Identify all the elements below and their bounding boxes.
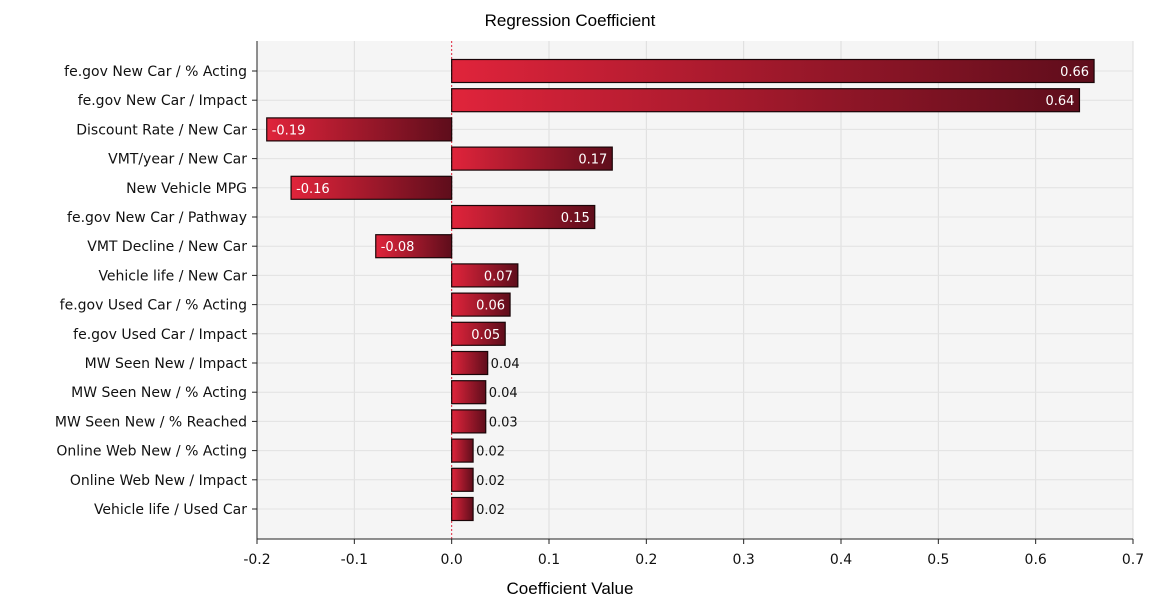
value-label: -0.08 [381, 240, 415, 255]
bar [451, 292, 511, 317]
value-label: 0.64 [1046, 94, 1075, 109]
bar [266, 117, 453, 142]
x-tick-label: 0.1 [538, 552, 560, 568]
value-labels: 0.66 0.64 -0.19 0.17 -0.16 0.15 -0.08 0.07 0.06 0… [272, 65, 1089, 518]
x-tick-label: -0.2 [243, 552, 270, 568]
chart-title: Regression Coefficient [485, 11, 656, 30]
bar [451, 204, 596, 230]
category-label: VMT Decline / New Car [87, 239, 247, 255]
category-label: MW Seen New / % Acting [71, 385, 247, 401]
category-label: fe.gov Used Car / Impact [73, 327, 247, 343]
bar [451, 321, 506, 346]
x-tick-label: -0.1 [341, 552, 368, 568]
x-tick-label: 0.3 [733, 552, 755, 568]
category-label: fe.gov New Car / % Acting [64, 64, 247, 80]
x-tick-labels: -0.2 -0.1 0.0 0.1 0.2 0.3 0.4 0.5 0.6 0.7 [243, 552, 1144, 568]
value-label: 0.02 [476, 503, 505, 518]
category-label: Online Web New / % Acting [56, 444, 247, 460]
value-label: 0.06 [476, 299, 505, 314]
value-label: 0.05 [471, 328, 500, 343]
value-label: 0.04 [489, 386, 518, 401]
x-tick-label: 0.4 [830, 552, 852, 568]
bar [451, 146, 613, 171]
value-label: 0.17 [578, 153, 607, 168]
x-tick-label: 0.2 [635, 552, 657, 568]
bar [451, 58, 1095, 84]
x-axis-title: Coefficient Value [507, 579, 634, 598]
bar [451, 263, 519, 288]
category-label: fe.gov New Car / Impact [78, 93, 248, 109]
category-label: New Vehicle MPG [126, 181, 247, 197]
value-label: 0.66 [1060, 65, 1089, 80]
bar [451, 380, 487, 405]
plot-area [257, 41, 1133, 539]
value-label: 0.03 [489, 415, 518, 430]
value-label: -0.19 [272, 123, 306, 138]
value-label: 0.04 [491, 357, 520, 372]
value-label: 0.02 [476, 474, 505, 489]
x-tick-label: 0.0 [441, 552, 463, 568]
x-tick-label: 0.5 [927, 552, 949, 568]
category-label: MW Seen New / % Reached [55, 414, 247, 430]
bar [290, 175, 453, 200]
category-label: fe.gov New Car / Pathway [67, 210, 247, 226]
value-label: -0.16 [296, 182, 330, 197]
category-label: Discount Rate / New Car [76, 122, 247, 138]
category-label: MW Seen New / Impact [85, 356, 248, 372]
category-label: VMT/year / New Car [108, 152, 247, 168]
axes [252, 41, 1134, 544]
bar [451, 496, 474, 522]
bar [375, 234, 453, 259]
category-label: Vehicle life / Used Car [94, 502, 247, 518]
category-label: Vehicle life / New Car [98, 268, 247, 284]
value-label: 0.15 [561, 211, 590, 226]
bar [451, 88, 1081, 113]
bar [451, 350, 489, 376]
category-labels: fe.gov New Car / % Acting fe.gov New Car … [55, 64, 248, 518]
category-label: Online Web New / Impact [70, 473, 248, 489]
x-tick-label: 0.7 [1122, 552, 1144, 568]
value-label: 0.02 [476, 445, 505, 460]
bars [266, 58, 1095, 522]
bar [451, 438, 474, 463]
value-label: 0.07 [484, 269, 513, 284]
category-label: fe.gov Used Car / % Acting [60, 298, 247, 314]
x-tick-label: 0.6 [1025, 552, 1047, 568]
bar [451, 467, 474, 492]
bar [451, 409, 487, 434]
